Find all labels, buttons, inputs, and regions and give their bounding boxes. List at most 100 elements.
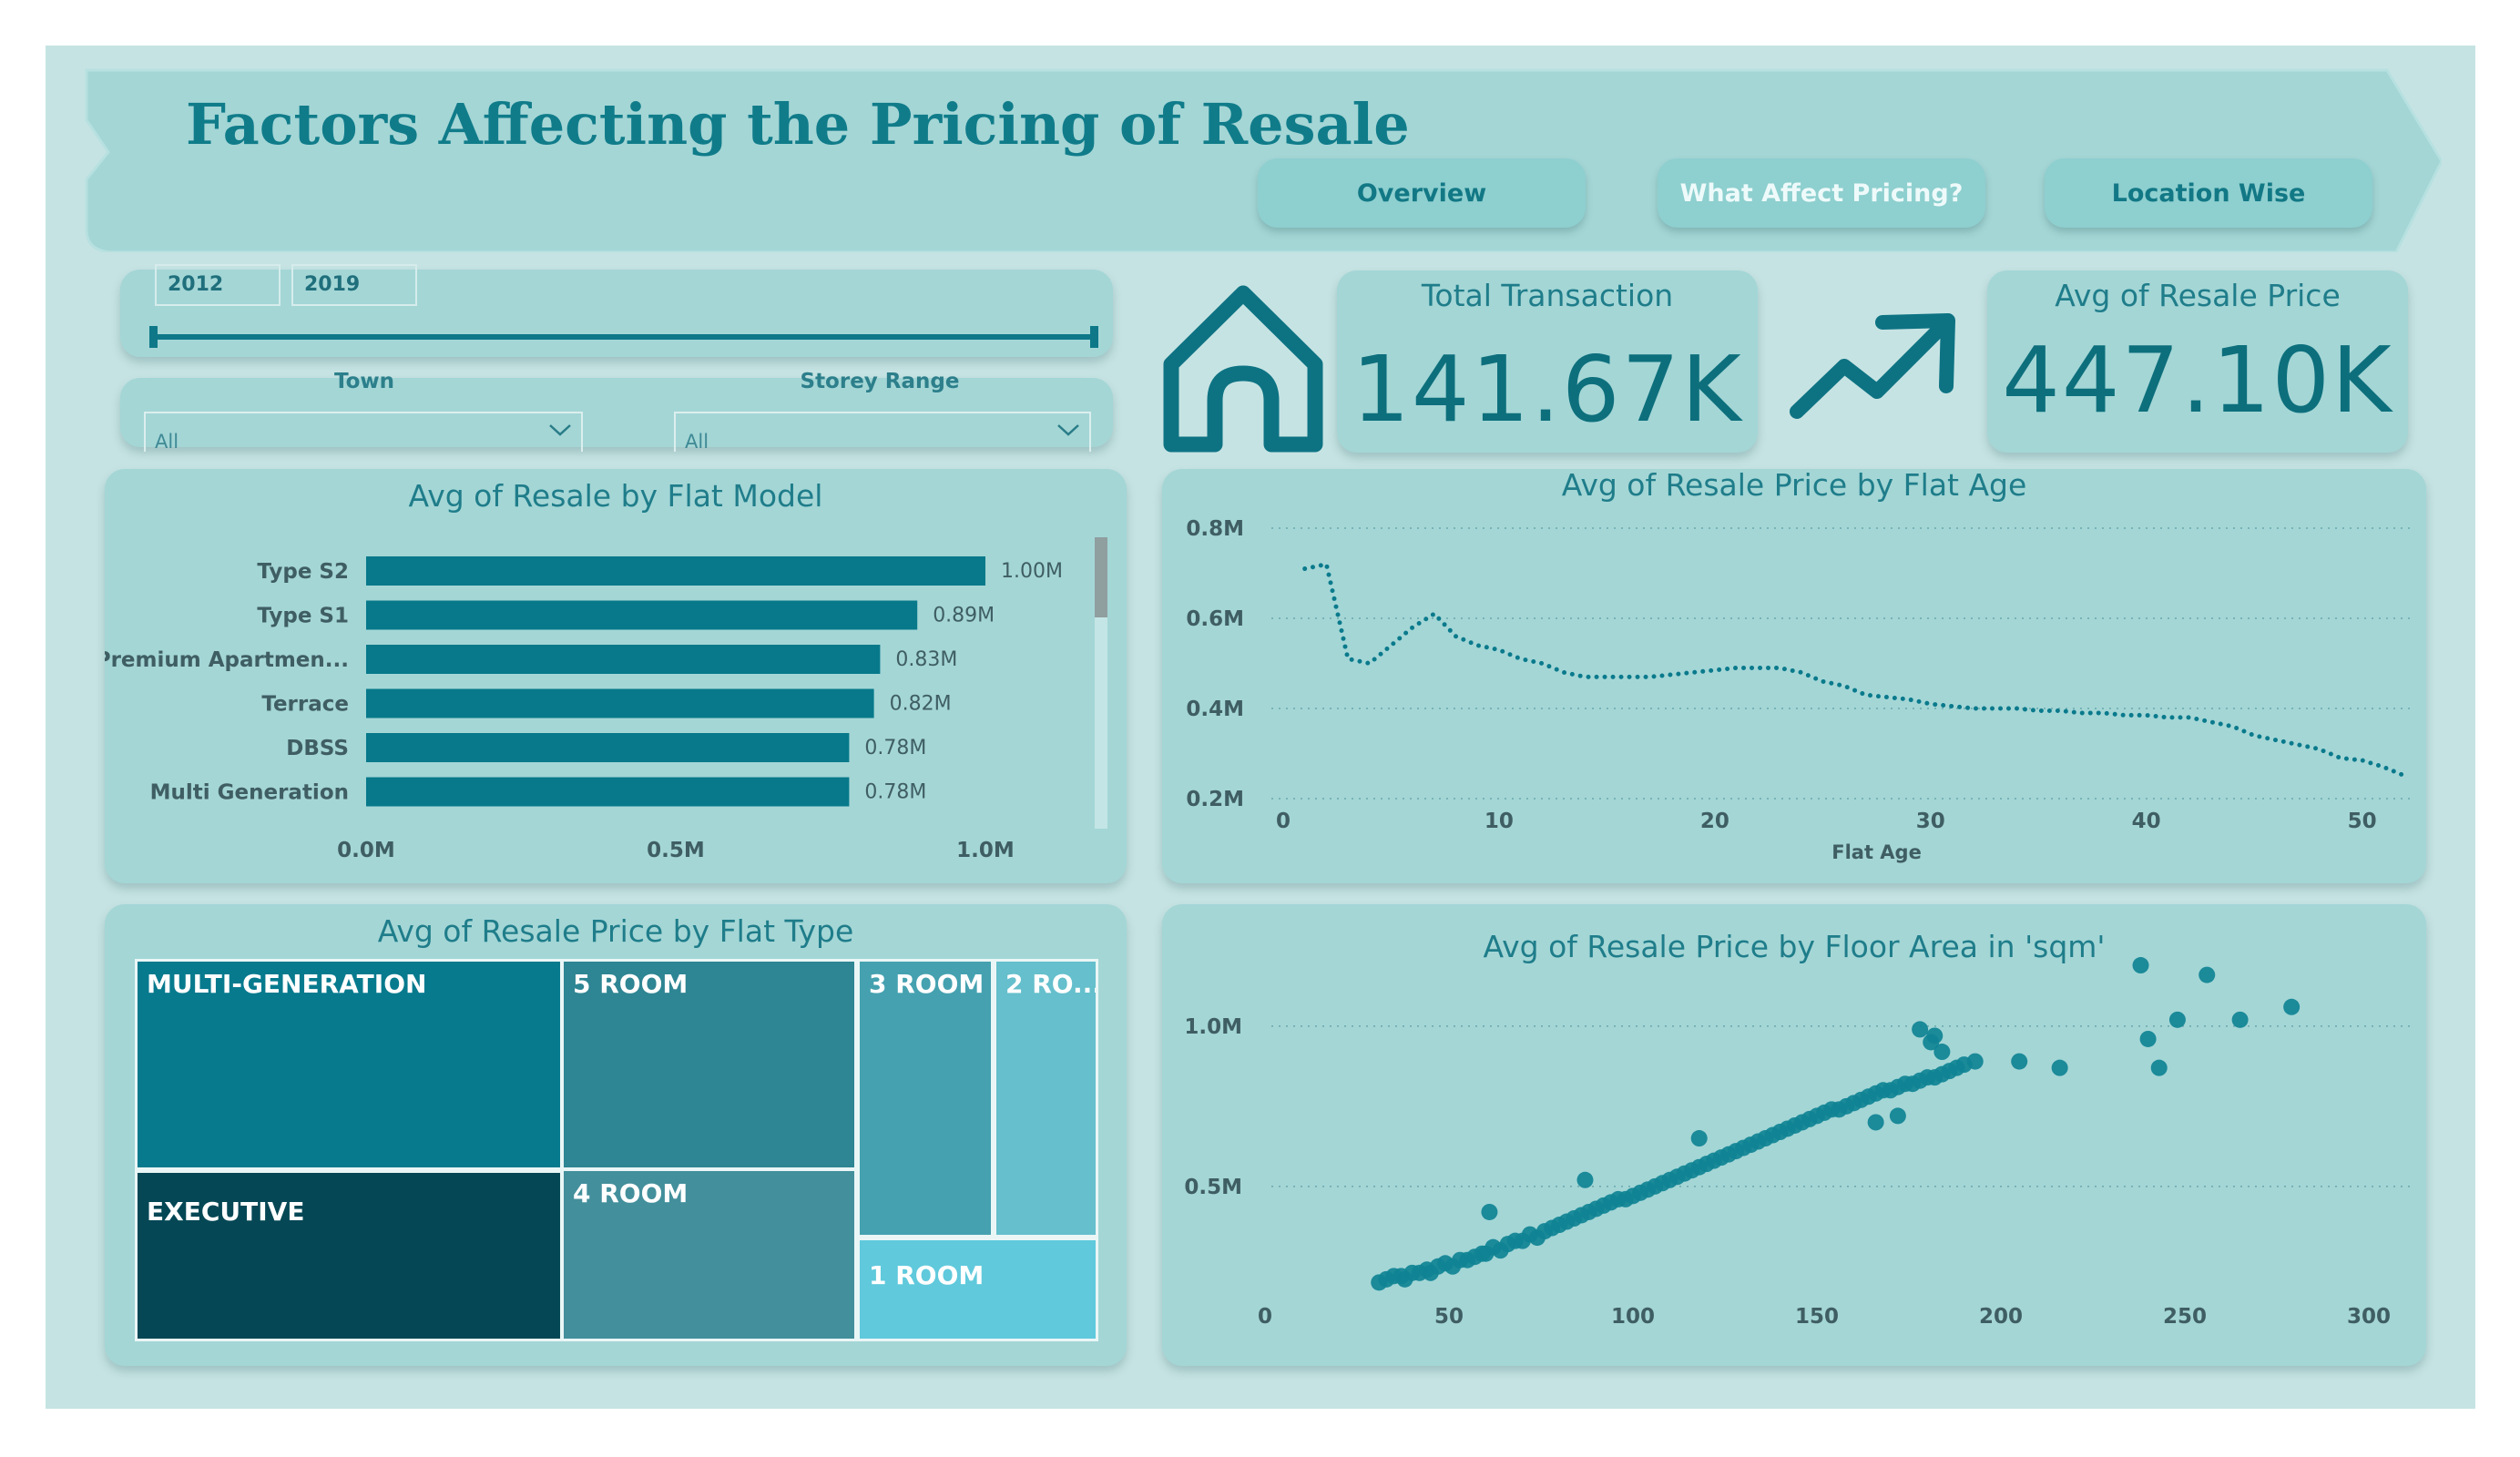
chevron-down-icon [1057,424,1079,436]
scatter-point [2199,966,2216,983]
scatter-point [1576,1171,1594,1188]
slider-end-handle [1090,326,1098,348]
nav-location-wise-button[interactable]: Location Wise [2045,158,2372,228]
storey-range-dropdown[interactable]: All [674,412,1091,452]
y-tick-label: 0.8M [1186,517,1244,541]
total-transaction-label: Total Transaction [1421,278,1674,313]
flat-model-bar-chart: Type S2 1.00M Type S1 0.89M Premium Apartmen… [105,537,1107,862]
floor-area-scatter-chart: 0.5M 1.0M 0 50 100 150 200 250 300 [1184,957,2410,1329]
year-start-box[interactable]: 2012 [155,264,281,306]
flat-age-chart-card: Avg of Resale Price by Flat Age 0.2M 0.4M… [1162,467,2426,883]
scatter-point [1966,1053,1984,1070]
town-dropdown-value: All [155,431,179,452]
bar-data-label: 0.82M [890,693,952,716]
total-transaction-card: Total Transaction 141.67K [1337,270,1758,453]
floor-area-chart-title: Avg of Resale Price by Floor Area in 'sq… [1483,929,2106,964]
year-slicer [120,270,1113,357]
town-dropdown[interactable]: All [144,412,583,452]
bar-category-label: Type S1 [257,605,349,628]
scatter-point [1867,1114,1884,1131]
bar-category-label: Type S2 [257,560,349,584]
town-label: Town [333,370,395,393]
scatter-point [2231,1011,2249,1028]
bar [366,733,850,762]
bar-data-label: 0.89M [933,605,995,627]
bar-category-label: DBSS [286,737,349,760]
scatter-point [1889,1107,1906,1125]
scatter-point [1923,1034,1940,1051]
y-tick-label: 0.6M [1186,607,1244,631]
x-tick-label: 0.0M [337,839,395,862]
flat-age-line-chart: 0.2M 0.4M 0.6M 0.8M 0 10 20 30 40 50 Flat Age [1186,517,2410,863]
scrollbar-thumb[interactable] [1095,537,1107,617]
flat-model-chart-card: Avg of Resale by Flat Model Type S2 1.00M… [105,469,1127,883]
avg-resale-price-card: Avg of Resale Price 447.10K [1987,270,2408,453]
series-line [1302,561,2408,779]
x-tick-label: 0 [1258,1305,1272,1329]
bar-data-label: 0.78M [864,737,926,759]
x-tick-label: 100 [1611,1305,1655,1329]
bar [366,556,985,586]
scatter-point [2139,1030,2157,1047]
y-tick-label: 0.5M [1184,1176,1242,1199]
scatter-point [2132,957,2149,974]
bar [366,645,881,674]
bar-category-label: Premium Apartmen... [105,648,349,672]
scatter-point [2283,998,2301,1015]
floor-area-chart-card: Avg of Resale Price by Floor Area in 'sq… [1162,904,2426,1366]
y-tick-label: 0.2M [1186,788,1244,811]
treemap-cell[interactable]: 4 ROOM [561,1168,857,1341]
y-tick-label: 0.4M [1186,698,1244,721]
x-tick-label: 1.0M [956,839,1015,862]
avg-resale-price-label: Avg of Resale Price [2055,278,2341,313]
chevron-down-icon [549,424,571,436]
slider-start-handle [149,326,158,348]
treemap-cell[interactable]: 1 ROOM [857,1238,1098,1341]
scatter-point [2168,1011,2186,1028]
x-tick-label: 50 [1434,1305,1464,1329]
year-range-slider[interactable] [146,323,1102,351]
scatter-point [1690,1130,1708,1147]
treemap-cell[interactable]: 2 RO... [994,959,1098,1238]
scatter-point [2051,1059,2068,1076]
bar-data-label: 0.78M [864,781,926,804]
bar-category-label: Multi Generation [150,781,349,805]
scatter-point [2150,1059,2168,1076]
x-tick-label: 50 [2348,810,2377,833]
bar-category-label: Terrace [261,693,349,717]
x-tick-label: 40 [2132,810,2161,833]
page-title: Factors Affecting the Pricing of Resale [186,91,1410,158]
bar [366,777,850,807]
x-axis-label: Flat Age [1831,841,1922,863]
x-tick-label: 0 [1276,810,1291,833]
x-tick-label: 20 [1700,810,1729,833]
x-tick-label: 300 [2347,1305,2391,1329]
nav-overview-button[interactable]: Overview [1258,158,1586,228]
scatter-point [1933,1044,1951,1061]
flat-model-chart-title: Avg of Resale by Flat Model [408,478,823,514]
storey-dropdown-value: All [685,431,709,452]
scatter-point [2011,1053,2028,1070]
treemap-cell[interactable]: MULTI-GENERATION [135,959,563,1170]
x-tick-label: 250 [2163,1305,2207,1329]
total-transaction-value: 141.67K [1352,336,1743,443]
x-tick-label: 150 [1795,1305,1839,1329]
flat-age-chart-title: Avg of Resale Price by Flat Age [1561,467,2027,503]
avg-resale-price-value: 447.10K [2002,327,2393,433]
scatter-point [1912,1021,1929,1038]
treemap-cell[interactable]: EXECUTIVE [135,1170,563,1341]
bar [366,600,918,630]
y-tick-label: 1.0M [1184,1015,1242,1039]
year-end-box[interactable]: 2019 [291,264,417,306]
x-tick-label: 10 [1484,810,1514,833]
x-tick-label: 0.5M [647,839,705,862]
bar-data-label: 1.00M [1001,560,1063,583]
treemap-cell[interactable]: 5 ROOM [561,959,857,1170]
flat-type-chart-title: Avg of Resale Price by Flat Type [377,913,854,949]
treemap-cell[interactable]: 3 ROOM [857,959,994,1238]
house-icon [1163,285,1323,453]
nav-what-affect-pricing-button[interactable]: What Affect Pricing? [1658,158,1985,228]
bar-data-label: 0.83M [895,648,957,671]
trend-up-icon [1790,313,1955,419]
scatter-point [1481,1203,1498,1220]
